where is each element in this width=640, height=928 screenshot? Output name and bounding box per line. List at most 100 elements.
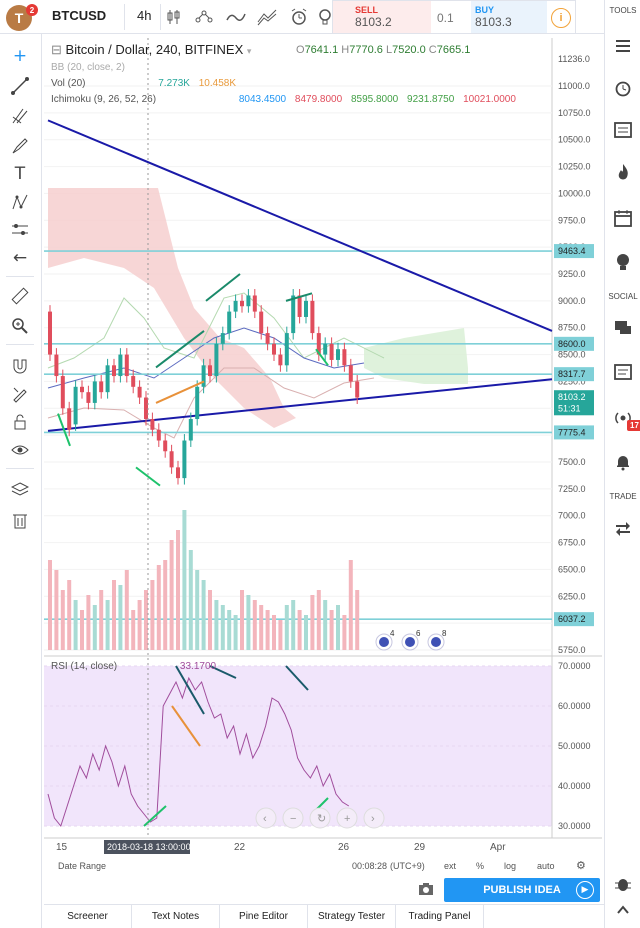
ichimoku-lagging: 10021.0000 — [463, 94, 516, 105]
vol-value-1: 7.273K — [158, 78, 190, 89]
lock-icon[interactable] — [8, 410, 32, 434]
candle-body — [60, 376, 65, 409]
trading-arrows-icon[interactable] — [611, 516, 635, 540]
volume-bar — [73, 600, 78, 650]
ruler-icon[interactable] — [8, 284, 32, 308]
collapse-icon[interactable]: ⊟ — [51, 42, 62, 57]
bb-indicator-legend[interactable]: BB (20, close, 2) — [51, 62, 125, 73]
chart-nav-icon: − — [290, 813, 296, 825]
alarm-clock-icon[interactable] — [611, 76, 635, 100]
bug-icon[interactable] — [611, 872, 635, 896]
calendar-icon[interactable] — [611, 206, 635, 230]
bb-label: BB (20, close, 2) — [51, 62, 125, 73]
stay-in-drawing-icon[interactable] — [8, 382, 32, 406]
candle-body — [240, 300, 244, 307]
close-value: 7665.1 — [436, 44, 471, 56]
ext-toggle[interactable]: ext — [444, 861, 457, 871]
candle-body — [291, 295, 296, 334]
info-icon[interactable]: i — [551, 8, 571, 28]
tab-strategy-tester[interactable]: Strategy Tester — [308, 905, 396, 928]
candle-body — [201, 365, 206, 387]
candle-body — [67, 408, 72, 430]
vol-indicator-legend[interactable]: Vol (20) 7.273K 10.458K — [51, 78, 236, 89]
pattern-icon[interactable] — [8, 190, 32, 214]
candles-icon[interactable] — [163, 6, 185, 28]
chat-icon[interactable] — [611, 316, 635, 340]
rsi-legend[interactable]: RSI (14, close) 33.1700 — [51, 661, 216, 672]
rsi-line — [47, 676, 350, 828]
chart-nav-button — [309, 807, 331, 829]
eye-icon[interactable] — [8, 438, 32, 462]
volume-bar — [48, 560, 52, 650]
tab-screener[interactable]: Screener — [44, 905, 132, 928]
publish-idea-button[interactable]: PUBLISH IDEA ▶ — [444, 878, 600, 902]
buy-price: 8103.3 — [475, 15, 512, 29]
chart-nav-icon: + — [344, 813, 350, 825]
tab-text-notes[interactable]: Text Notes — [132, 905, 220, 928]
hotlist-flame-icon[interactable] — [611, 160, 635, 184]
percent-toggle[interactable]: % — [476, 861, 485, 871]
date-range-button[interactable]: Date Range — [58, 861, 107, 871]
zoom-icon[interactable] — [8, 314, 32, 338]
volume-bar — [86, 595, 91, 650]
candle-body — [278, 354, 283, 366]
hide-arrow-icon[interactable] — [611, 898, 635, 922]
trendline-icon[interactable] — [8, 74, 32, 98]
ichimoku-legend[interactable]: Ichimoku (9, 26, 52, 26) 8043.4500 8479.… — [51, 94, 516, 105]
compare-icon[interactable] — [225, 6, 247, 28]
chart-nav-icon: ↻ — [317, 813, 326, 825]
layers-icon[interactable] — [8, 478, 32, 502]
magnet-icon[interactable] — [8, 354, 32, 378]
templates-icon[interactable] — [256, 6, 278, 28]
volume-bar — [252, 600, 257, 650]
volume-bar — [137, 600, 142, 650]
buy-button[interactable]: BUY 8103.3 — [471, 1, 547, 33]
price-marker-label: 6037.2 — [558, 614, 586, 624]
chevron-down-icon[interactable]: ▾ — [246, 46, 252, 56]
crosshair-icon[interactable]: + — [12, 46, 28, 66]
streams-icon[interactable] — [611, 360, 635, 384]
arrow-left-icon[interactable]: ← — [12, 248, 28, 268]
tab-pine-editor[interactable]: Pine Editor — [220, 905, 308, 928]
settings-gear-icon[interactable]: ⚙ — [576, 860, 586, 872]
lightbulb-icon[interactable] — [314, 6, 336, 28]
top-toolbar: T 2 BTCUSD 4h SELL 8103.2 0.1 BUY 8103.3… — [0, 0, 604, 34]
candle-body — [118, 354, 123, 377]
data-window-icon[interactable] — [611, 118, 635, 142]
timezone-button[interactable]: (UTC+9) — [390, 861, 425, 871]
auto-toggle[interactable]: auto — [537, 861, 555, 871]
chart-area[interactable]: 11000.0 10750.0 10500.0 10250.0 10000.0 9750.… — [44, 38, 602, 856]
pitchfork-icon[interactable] — [8, 104, 32, 128]
candle-body — [137, 386, 142, 398]
alert-icon[interactable] — [288, 6, 310, 28]
notification-bell-icon[interactable] — [611, 450, 635, 474]
prediction-icon[interactable] — [8, 218, 32, 242]
sell-button[interactable]: SELL 8103.2 — [333, 1, 431, 33]
text-tool-icon[interactable]: T — [14, 164, 26, 184]
camera-icon[interactable] — [418, 882, 434, 900]
chart-nav-button — [255, 807, 277, 829]
volume-bar — [112, 580, 116, 650]
chart-nav-icon: ‹ — [263, 813, 267, 825]
price-tick-label: 6250.0 — [558, 591, 586, 601]
indicators-icon[interactable] — [193, 6, 215, 28]
brush-icon[interactable] — [8, 134, 32, 158]
volume-bar — [246, 595, 251, 650]
price-tick-label: 8250.0 — [558, 376, 586, 386]
candle-body — [163, 440, 168, 452]
trend-annotation — [205, 273, 241, 302]
volume-bar — [329, 610, 334, 650]
trash-icon[interactable] — [8, 508, 32, 532]
interval-selector[interactable]: 4h — [137, 8, 152, 23]
volume-bar — [124, 570, 129, 650]
watchlist-icon[interactable] — [611, 34, 635, 58]
candle-body — [348, 365, 353, 382]
volume-bar — [297, 610, 302, 650]
ideas-bulb-icon[interactable] — [611, 250, 635, 274]
price-chart[interactable]: 11000.0 10750.0 10500.0 10250.0 10000.0 9750.… — [44, 38, 602, 856]
symbol-search[interactable]: BTCUSD — [52, 8, 107, 23]
volume-bar — [323, 600, 328, 650]
log-toggle[interactable]: log — [504, 861, 517, 871]
tab-trading-panel[interactable]: Trading Panel — [396, 905, 484, 928]
candle-body — [92, 381, 97, 403]
